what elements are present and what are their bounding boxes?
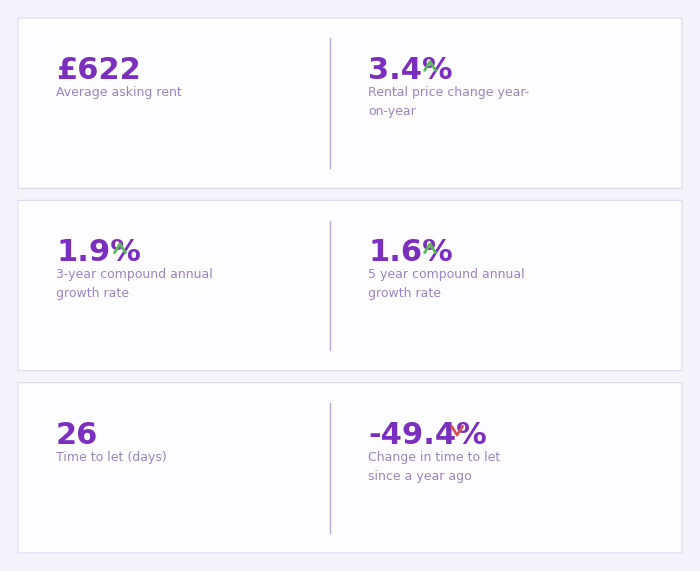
Text: 1.6%: 1.6%	[368, 238, 453, 267]
Text: Change in time to let
since a year ago: Change in time to let since a year ago	[368, 451, 500, 482]
FancyBboxPatch shape	[18, 18, 682, 188]
Text: 26: 26	[56, 421, 99, 450]
Text: £622: £622	[56, 56, 141, 85]
Text: 5 year compound annual
growth rate: 5 year compound annual growth rate	[368, 268, 525, 300]
FancyBboxPatch shape	[18, 200, 682, 371]
Text: Average asking rent: Average asking rent	[56, 86, 182, 99]
Text: -49.4%: -49.4%	[368, 421, 486, 450]
Text: 3.4%: 3.4%	[368, 56, 453, 85]
FancyBboxPatch shape	[18, 383, 682, 553]
Text: Time to let (days): Time to let (days)	[56, 451, 167, 464]
Text: 1.9%: 1.9%	[56, 238, 141, 267]
Text: 3-year compound annual
growth rate: 3-year compound annual growth rate	[56, 268, 213, 300]
Text: Rental price change year-
on-year: Rental price change year- on-year	[368, 86, 529, 118]
